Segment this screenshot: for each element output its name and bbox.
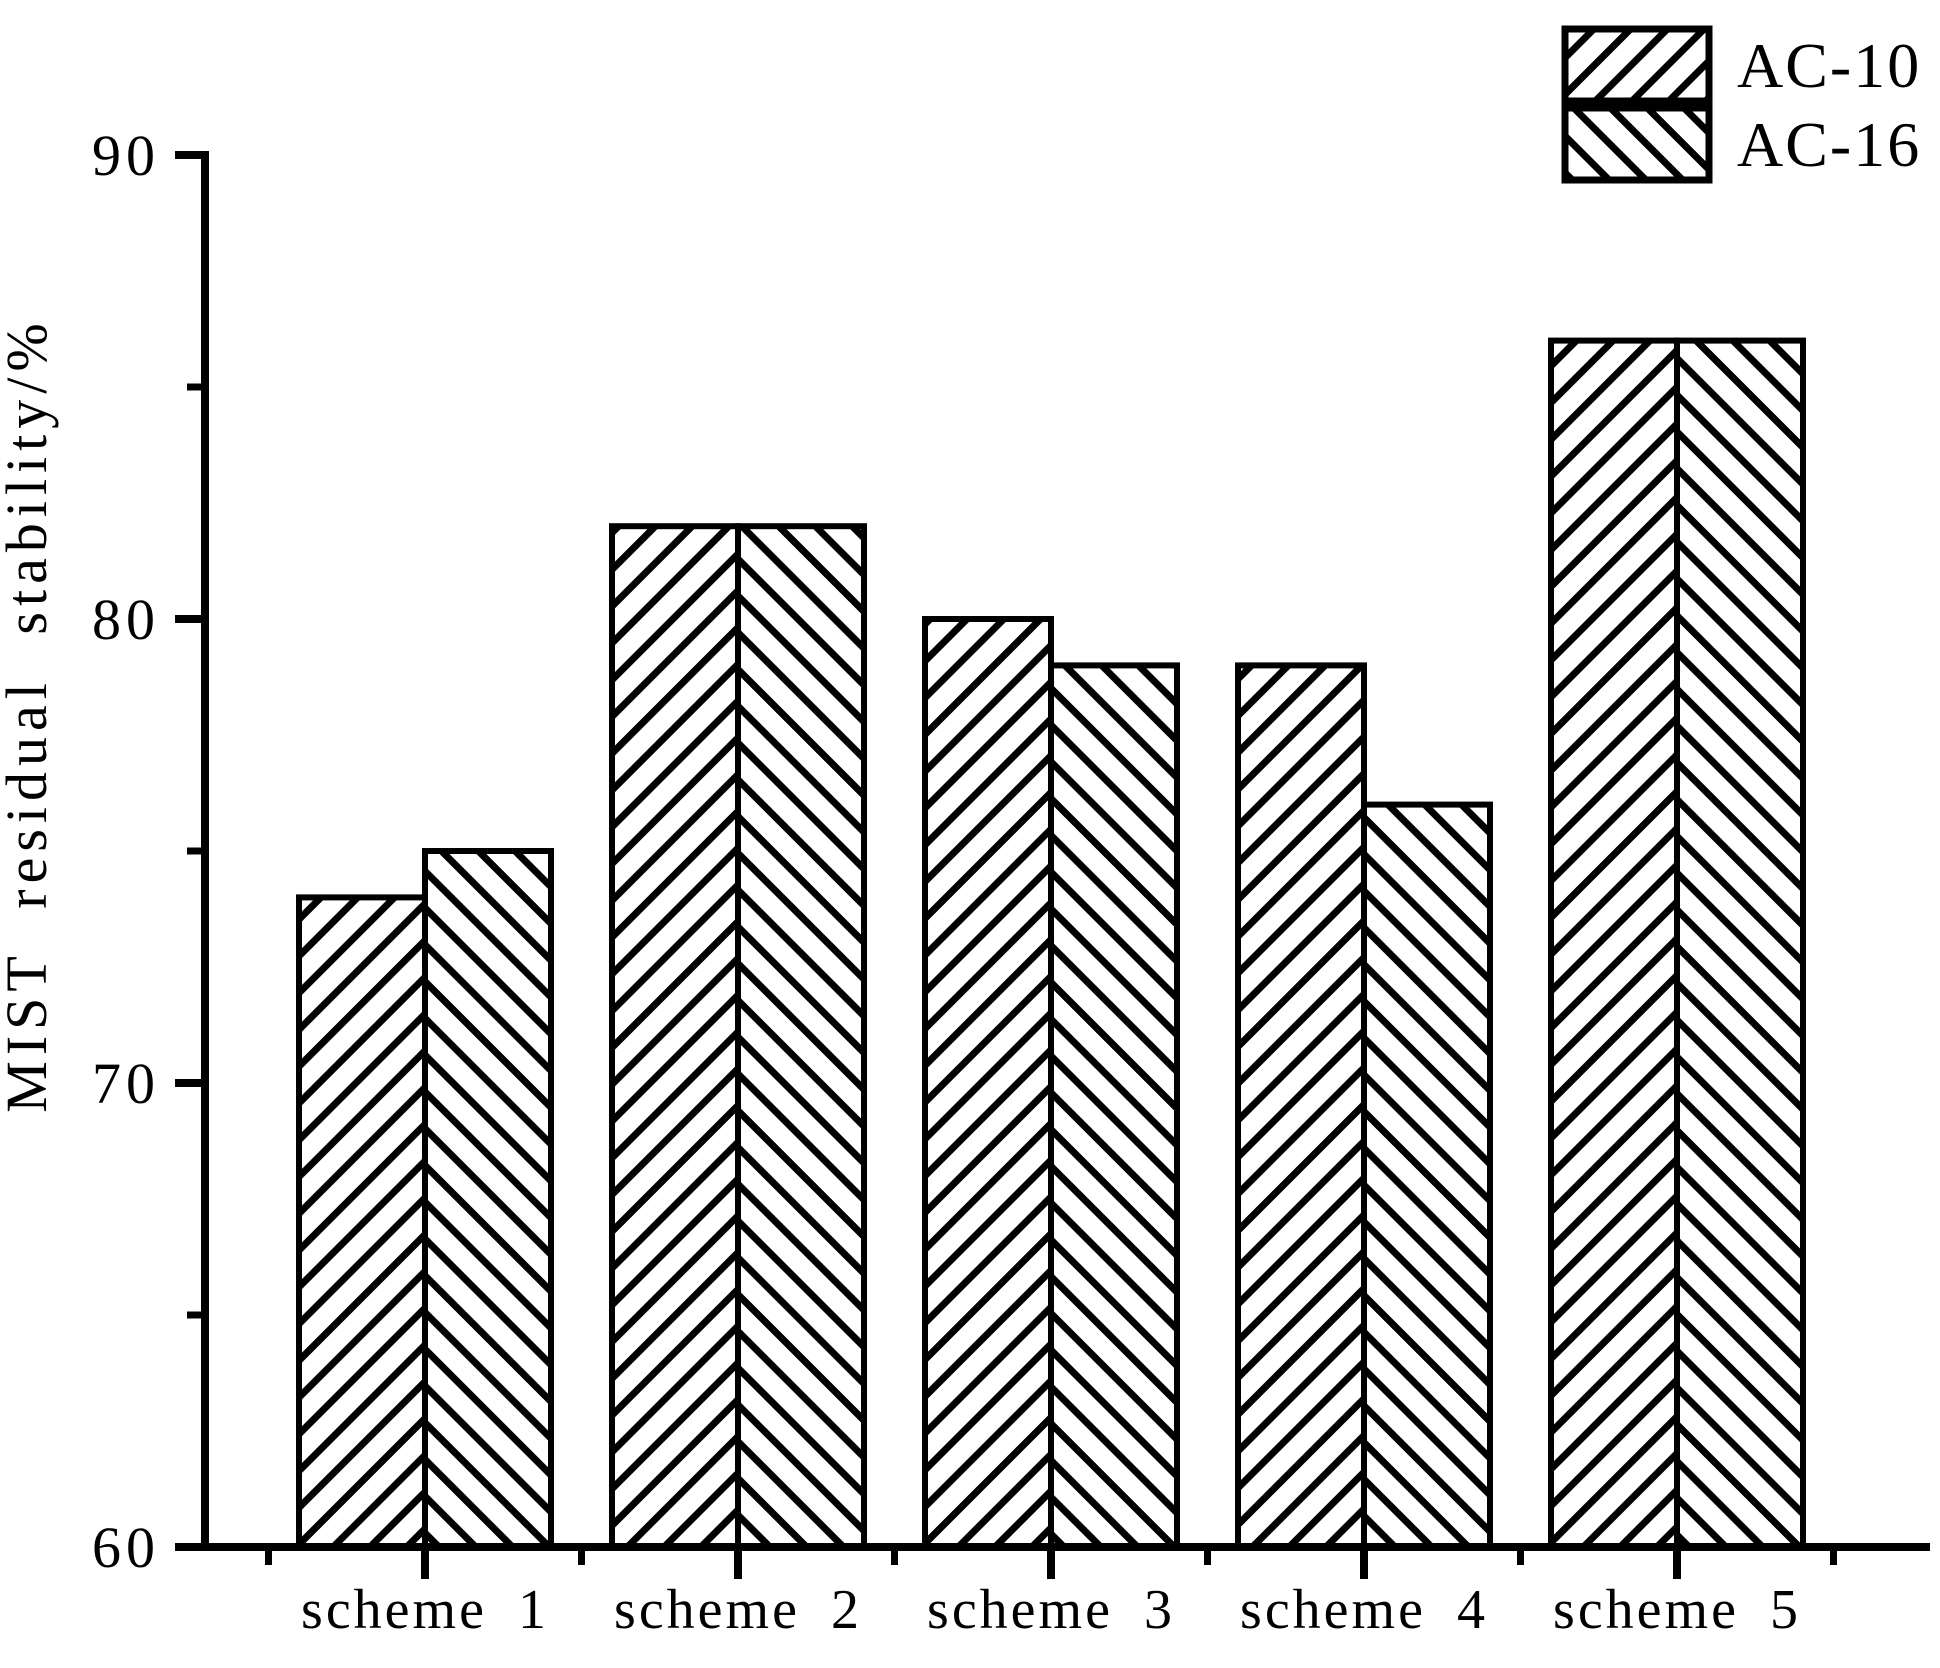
x-tick-label: scheme 4 bbox=[1240, 1579, 1488, 1641]
x-tick-label: scheme 2 bbox=[614, 1579, 862, 1641]
legend-label-ac-16: AC-16 bbox=[1737, 109, 1921, 180]
bar-ac-16-scheme-5 bbox=[1674, 337, 1806, 1551]
bar-ac-16-scheme-1 bbox=[422, 848, 554, 1550]
y-tick-label: 90 bbox=[92, 123, 160, 188]
legend-label-ac-10: AC-10 bbox=[1737, 30, 1921, 101]
x-tick-label: scheme 3 bbox=[927, 1579, 1175, 1641]
bar-ac-10-scheme-1 bbox=[296, 894, 428, 1550]
x-tick-label: scheme 5 bbox=[1553, 1579, 1801, 1641]
x-tick-label: scheme 1 bbox=[301, 1579, 549, 1641]
y-tick-label: 80 bbox=[92, 587, 160, 652]
bar-ac-10-scheme-2 bbox=[609, 523, 741, 1550]
bar-ac-10-scheme-3 bbox=[922, 616, 1054, 1550]
bar-ac-16-scheme-2 bbox=[735, 523, 867, 1550]
bar-ac-16-scheme-3 bbox=[1048, 662, 1180, 1550]
legend-swatch-ac-10 bbox=[1561, 25, 1713, 105]
y-tick-label: 60 bbox=[92, 1515, 160, 1580]
bar-ac-10-scheme-4 bbox=[1235, 662, 1367, 1550]
bar-ac-10-scheme-5 bbox=[1548, 337, 1680, 1551]
y-axis-title: MIST residual stability/% bbox=[0, 317, 59, 1112]
bar-ac-16-scheme-4 bbox=[1361, 801, 1493, 1550]
legend-swatch-ac-16 bbox=[1561, 104, 1713, 184]
y-tick-label: 70 bbox=[92, 1051, 160, 1116]
